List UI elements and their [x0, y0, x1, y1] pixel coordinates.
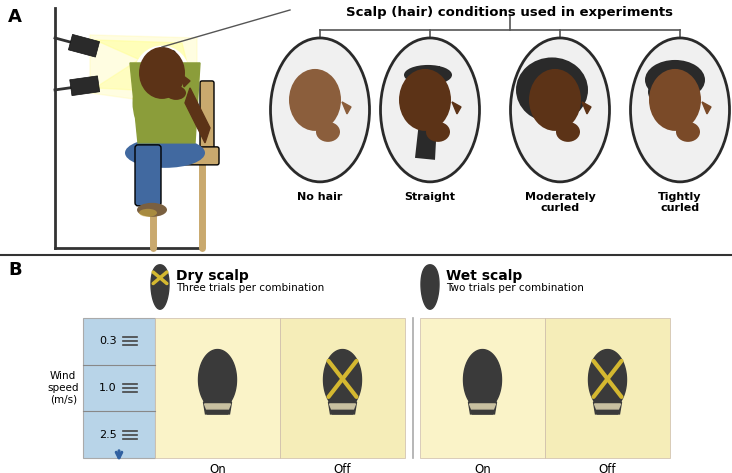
Polygon shape	[582, 102, 591, 114]
Polygon shape	[68, 35, 100, 57]
Polygon shape	[95, 48, 192, 93]
Polygon shape	[95, 40, 192, 83]
Ellipse shape	[404, 65, 452, 85]
Ellipse shape	[137, 203, 167, 217]
Polygon shape	[596, 409, 619, 414]
Ellipse shape	[676, 122, 700, 142]
Ellipse shape	[139, 209, 157, 217]
Text: 0.3: 0.3	[99, 336, 116, 346]
Ellipse shape	[381, 38, 479, 182]
Polygon shape	[421, 265, 439, 309]
Polygon shape	[151, 265, 169, 309]
Polygon shape	[203, 402, 231, 414]
Ellipse shape	[139, 47, 185, 99]
FancyBboxPatch shape	[135, 145, 161, 206]
Ellipse shape	[426, 122, 450, 142]
Ellipse shape	[166, 86, 186, 100]
Text: Dry scalp: Dry scalp	[176, 269, 249, 283]
Polygon shape	[324, 350, 362, 410]
Text: On: On	[474, 463, 491, 473]
Ellipse shape	[529, 93, 551, 111]
Text: Wind
speed
(m/s): Wind speed (m/s)	[48, 371, 79, 404]
Polygon shape	[463, 350, 501, 410]
Polygon shape	[452, 102, 461, 114]
Polygon shape	[90, 35, 197, 108]
Polygon shape	[468, 402, 496, 414]
Ellipse shape	[556, 122, 580, 142]
Ellipse shape	[289, 69, 341, 131]
Ellipse shape	[524, 81, 546, 99]
Text: 2.5: 2.5	[99, 429, 116, 439]
Text: Off: Off	[334, 463, 351, 473]
Text: B: B	[8, 261, 22, 279]
Polygon shape	[471, 409, 495, 414]
Ellipse shape	[529, 69, 581, 131]
Text: Straight: Straight	[405, 192, 455, 202]
Text: Three trials per combination: Three trials per combination	[176, 283, 324, 293]
FancyBboxPatch shape	[200, 81, 214, 160]
Ellipse shape	[136, 47, 188, 99]
Text: Off: Off	[599, 463, 616, 473]
Ellipse shape	[649, 69, 701, 131]
Ellipse shape	[125, 138, 205, 168]
Polygon shape	[702, 102, 711, 114]
Text: Scalp (hair) conditions used in experiments: Scalp (hair) conditions used in experime…	[346, 6, 673, 19]
Text: Tightly
curled: Tightly curled	[658, 192, 702, 213]
Ellipse shape	[630, 38, 730, 182]
Ellipse shape	[531, 66, 553, 84]
Ellipse shape	[271, 38, 370, 182]
FancyBboxPatch shape	[420, 318, 545, 458]
Text: Wet scalp: Wet scalp	[446, 269, 522, 283]
Polygon shape	[198, 350, 236, 410]
Polygon shape	[70, 76, 100, 96]
Polygon shape	[204, 404, 231, 409]
Polygon shape	[331, 409, 354, 414]
Polygon shape	[469, 404, 496, 409]
Polygon shape	[130, 63, 200, 143]
Ellipse shape	[516, 57, 588, 123]
Text: No hair: No hair	[297, 192, 343, 202]
FancyBboxPatch shape	[545, 318, 670, 458]
Text: Two trials per combination: Two trials per combination	[446, 283, 584, 293]
FancyBboxPatch shape	[280, 318, 405, 458]
FancyBboxPatch shape	[155, 318, 280, 458]
Ellipse shape	[316, 122, 340, 142]
Text: A: A	[8, 8, 22, 26]
Polygon shape	[206, 409, 230, 414]
Ellipse shape	[645, 60, 705, 100]
Polygon shape	[342, 102, 351, 114]
Polygon shape	[182, 75, 190, 87]
Ellipse shape	[132, 63, 198, 143]
Ellipse shape	[510, 38, 610, 182]
FancyBboxPatch shape	[83, 318, 155, 458]
Polygon shape	[415, 66, 440, 160]
Polygon shape	[594, 404, 621, 409]
Ellipse shape	[648, 77, 688, 107]
Ellipse shape	[399, 69, 451, 131]
Text: Moderately
curled: Moderately curled	[525, 192, 595, 213]
Polygon shape	[329, 404, 356, 409]
Polygon shape	[329, 402, 356, 414]
Polygon shape	[589, 350, 627, 410]
FancyBboxPatch shape	[153, 51, 175, 75]
FancyBboxPatch shape	[145, 147, 219, 165]
Text: On: On	[209, 463, 226, 473]
Text: 1.0: 1.0	[99, 383, 116, 393]
Polygon shape	[594, 402, 621, 414]
Polygon shape	[185, 88, 210, 143]
